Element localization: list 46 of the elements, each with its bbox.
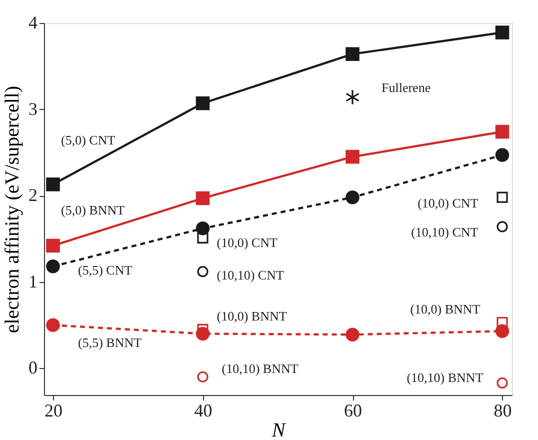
y-tick-label: 3: [28, 98, 38, 119]
x-tick-label: 40: [194, 400, 212, 420]
point: [197, 266, 208, 278]
annotation: (10,10) BNNT: [406, 370, 484, 385]
y-tick-label: 0: [28, 358, 38, 378]
annotation: (10,10) CNT: [216, 268, 284, 283]
point: [196, 222, 210, 236]
point: [346, 89, 360, 106]
point: [46, 238, 60, 253]
point: [46, 178, 60, 192]
x-tick-label: 20: [44, 400, 62, 420]
x-axis-title: N: [270, 420, 287, 440]
x-tick-label: 60: [344, 400, 362, 420]
annotation: (10,0) CNT: [216, 234, 278, 250]
point: [197, 232, 208, 244]
point: [197, 371, 208, 382]
point: [346, 47, 360, 61]
point: [346, 328, 360, 342]
point: [496, 221, 508, 232]
point: [496, 316, 508, 328]
point: [196, 191, 210, 206]
point: [496, 377, 508, 388]
annotation: Fullerene: [382, 80, 431, 96]
point: [346, 150, 360, 164]
annotation: (10,10) BNNT: [222, 360, 298, 376]
annotation: (5,0) BNNT: [60, 202, 125, 218]
annotation: (10,10) CNT: [411, 224, 478, 240]
x-tick-label: 80: [494, 400, 512, 420]
point: [496, 192, 508, 203]
y-tick-label: 1: [28, 271, 38, 292]
annotation: (10,0) CNT: [418, 195, 478, 210]
point: [495, 124, 510, 139]
annotation: (10,0) BNNT: [410, 302, 480, 316]
annotation: (5,5) CNT: [78, 262, 132, 278]
point: [346, 190, 360, 204]
annotation: (5,0) CNT: [60, 132, 116, 148]
point: [495, 26, 510, 40]
y-axis-title: electron affinity (eV/supercell): [2, 86, 24, 334]
y-tick-label: 4: [28, 12, 38, 32]
point: [46, 318, 60, 332]
point: [46, 260, 60, 274]
annotation: (5,5) BNNT: [78, 335, 142, 350]
point: [495, 148, 510, 162]
annotation: (10,0) BNNT: [216, 308, 287, 324]
point: [196, 96, 210, 110]
y-tick-label: 2: [28, 185, 38, 206]
